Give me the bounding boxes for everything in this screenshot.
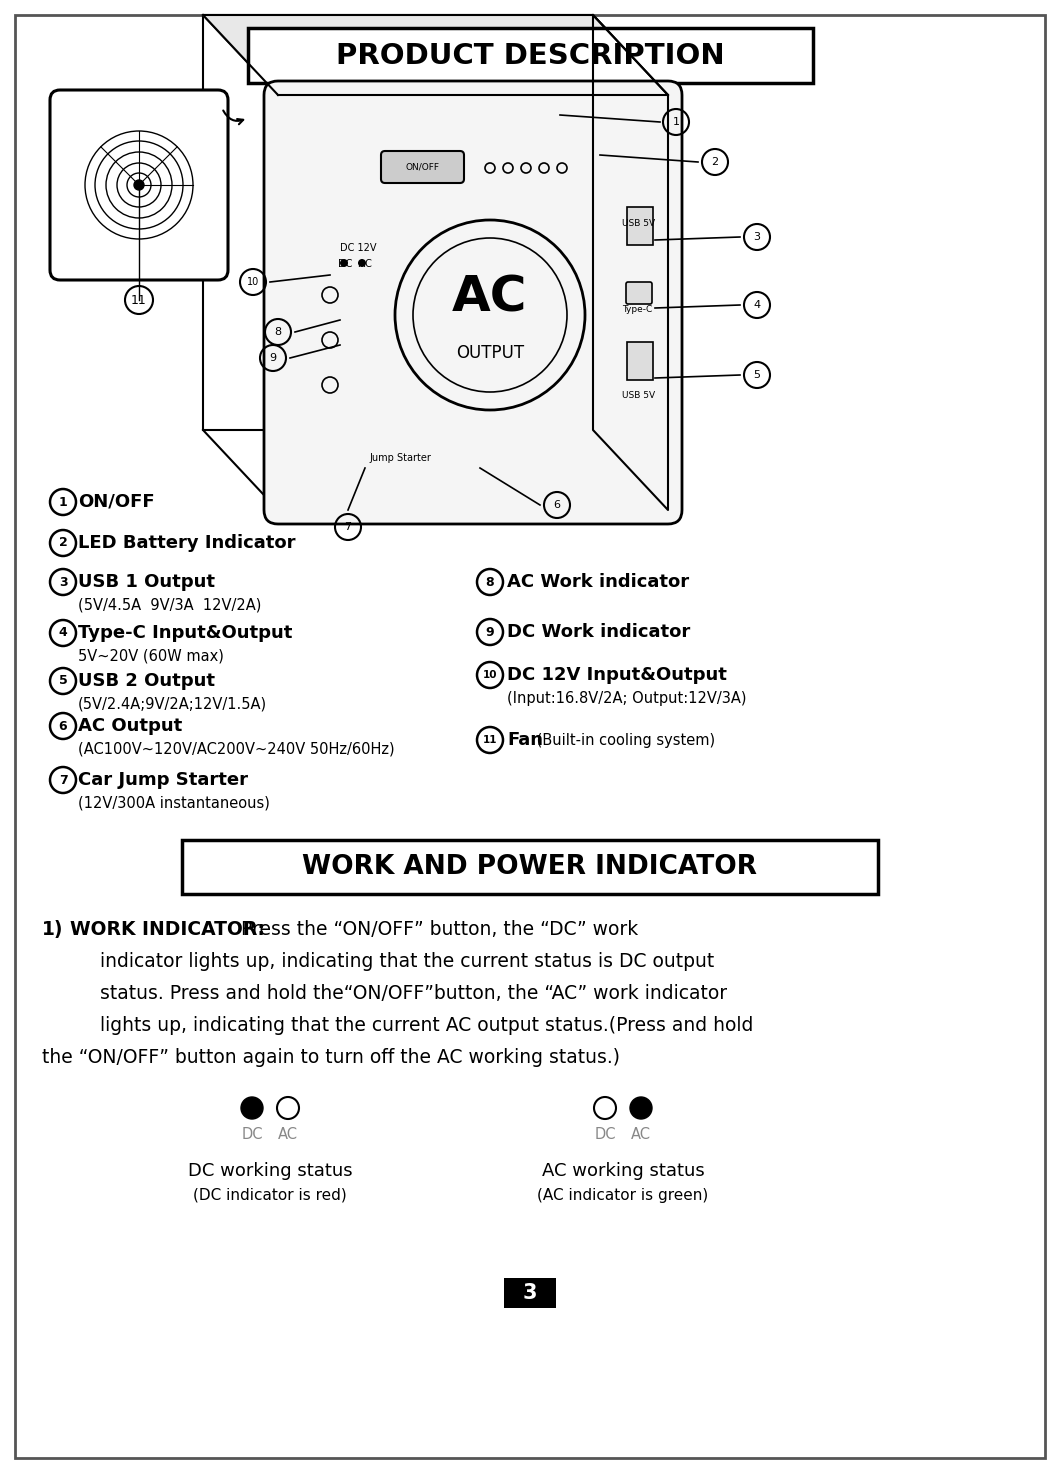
Text: OUTPUT: OUTPUT (456, 345, 524, 362)
Text: Type-C: Type-C (622, 305, 652, 315)
Text: AC: AC (453, 273, 528, 321)
Text: AC Work indicator: AC Work indicator (507, 573, 689, 591)
Text: USB 2 Output: USB 2 Output (78, 672, 215, 689)
Text: 5: 5 (58, 675, 68, 688)
FancyBboxPatch shape (264, 81, 682, 524)
Text: WORK INDICATOR:: WORK INDICATOR: (70, 921, 265, 938)
Text: 5: 5 (754, 370, 760, 380)
Text: AC: AC (631, 1127, 651, 1142)
Text: USB 1 Output: USB 1 Output (78, 573, 215, 591)
Text: (5V/4.5A  9V/3A  12V/2A): (5V/4.5A 9V/3A 12V/2A) (78, 598, 262, 613)
Text: 3: 3 (754, 233, 760, 242)
Text: 2: 2 (711, 158, 719, 166)
Text: status. Press and hold the“ON/OFF”button, the “AC” work indicator: status. Press and hold the“ON/OFF”button… (100, 984, 727, 1003)
Text: (DC indicator is red): (DC indicator is red) (193, 1189, 347, 1203)
Text: 7: 7 (344, 521, 352, 532)
FancyBboxPatch shape (381, 152, 464, 183)
Circle shape (358, 259, 366, 267)
Text: (AC100V~120V/AC200V~240V 50Hz/60Hz): (AC100V~120V/AC200V~240V 50Hz/60Hz) (78, 741, 394, 757)
Text: 1): 1) (42, 921, 64, 938)
Text: WORK AND POWER INDICATOR: WORK AND POWER INDICATOR (302, 854, 758, 879)
Bar (182, 840, 878, 894)
Text: 3: 3 (523, 1283, 537, 1304)
Circle shape (134, 180, 144, 190)
FancyBboxPatch shape (50, 90, 228, 280)
Text: USB 5V: USB 5V (622, 219, 655, 228)
Circle shape (630, 1097, 652, 1119)
Text: Jump Starter: Jump Starter (369, 454, 431, 463)
Text: ON/OFF: ON/OFF (78, 493, 155, 511)
Text: USB 5V: USB 5V (622, 390, 655, 399)
Bar (628, 208, 653, 245)
Text: 8: 8 (275, 327, 282, 337)
Text: 1: 1 (672, 116, 679, 127)
Circle shape (340, 259, 348, 267)
Text: 5V~20V (60W max): 5V~20V (60W max) (78, 648, 224, 663)
Text: 7: 7 (58, 773, 68, 787)
Text: Fan: Fan (507, 731, 543, 748)
Text: PRODUCT DESCRIPTION: PRODUCT DESCRIPTION (336, 41, 725, 69)
Text: Press the “ON/OFF” button, the “DC” work: Press the “ON/OFF” button, the “DC” work (235, 921, 638, 938)
Text: 4: 4 (58, 626, 68, 639)
Text: 10: 10 (482, 670, 497, 681)
Text: 1: 1 (58, 495, 68, 508)
Text: (Built-in cooling system): (Built-in cooling system) (532, 732, 716, 747)
Text: 8: 8 (485, 576, 494, 589)
Text: AC working status: AC working status (542, 1162, 705, 1180)
Text: 11: 11 (131, 293, 147, 306)
Text: 11: 11 (482, 735, 497, 745)
Text: DC 12V: DC 12V (340, 243, 376, 253)
Text: DC  AC: DC AC (338, 259, 372, 270)
Text: indicator lights up, indicating that the current status is DC output: indicator lights up, indicating that the… (100, 952, 714, 971)
Text: LED Battery Indicator: LED Battery Indicator (78, 535, 296, 552)
Polygon shape (204, 15, 668, 94)
Text: (5V/2.4A;9V/2A;12V/1.5A): (5V/2.4A;9V/2A;12V/1.5A) (78, 697, 267, 711)
Text: (AC indicator is green): (AC indicator is green) (537, 1189, 709, 1203)
Text: AC: AC (278, 1127, 298, 1142)
Bar (504, 1279, 556, 1308)
Text: 10: 10 (247, 277, 259, 287)
Text: AC Output: AC Output (78, 717, 182, 735)
Text: 6: 6 (58, 719, 68, 732)
Circle shape (241, 1097, 263, 1119)
Text: 4: 4 (754, 300, 761, 309)
Text: 9: 9 (485, 626, 494, 638)
Text: (Input:16.8V/2A; Output:12V/3A): (Input:16.8V/2A; Output:12V/3A) (507, 691, 746, 706)
Text: 2: 2 (58, 536, 68, 549)
Text: lights up, indicating that the current AC output status.(Press and hold: lights up, indicating that the current A… (100, 1016, 754, 1036)
Text: DC 12V Input&Output: DC 12V Input&Output (507, 666, 727, 683)
Text: DC Work indicator: DC Work indicator (507, 623, 690, 641)
Text: 6: 6 (553, 499, 561, 510)
FancyBboxPatch shape (626, 281, 652, 303)
Text: Type-C Input&Output: Type-C Input&Output (78, 625, 293, 642)
Polygon shape (593, 15, 668, 510)
Text: 9: 9 (269, 354, 277, 362)
Text: the “ON/OFF” button again to turn off the AC working status.): the “ON/OFF” button again to turn off th… (42, 1047, 620, 1066)
Text: ON/OFF: ON/OFF (406, 162, 440, 171)
Bar (628, 342, 653, 380)
Text: DC: DC (242, 1127, 263, 1142)
Text: (12V/300A instantaneous): (12V/300A instantaneous) (78, 795, 270, 810)
Text: DC working status: DC working status (188, 1162, 352, 1180)
Bar (248, 28, 813, 82)
Text: 3: 3 (58, 576, 68, 589)
Text: Car Jump Starter: Car Jump Starter (78, 770, 248, 790)
Text: DC: DC (595, 1127, 616, 1142)
